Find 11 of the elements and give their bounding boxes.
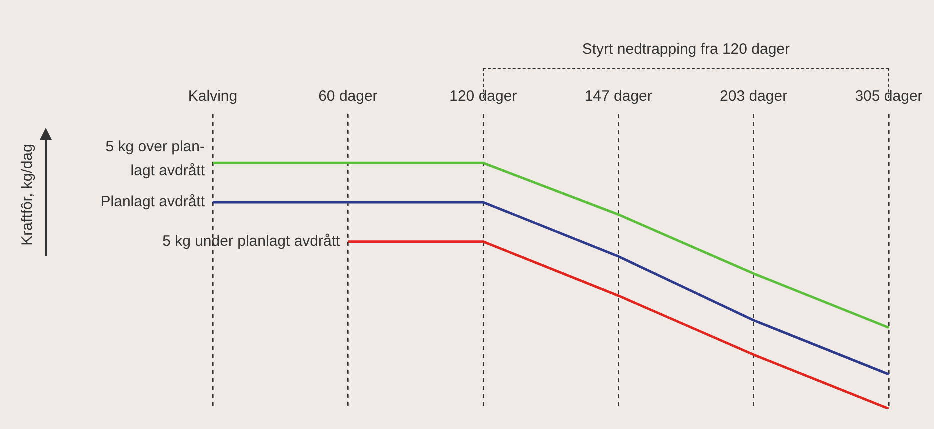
x-tick-label: 60 dager: [318, 88, 378, 106]
series-label: 5 kg over plan- lagt avdrått: [106, 138, 206, 180]
text: Styrt nedtrapping fra 120 dager: [582, 41, 790, 58]
x-tick-label: 120 dager: [450, 88, 518, 106]
x-tick-label: 147 dager: [584, 88, 652, 106]
x-tick-label: Kalving: [188, 88, 238, 106]
x-tick-label: 203 dager: [720, 88, 788, 106]
series-label: Planlagt avdrått: [100, 194, 206, 211]
text: Kraftfôr, kg/dag: [19, 144, 36, 246]
x-tick-label: 305 dager: [855, 88, 923, 106]
series-label: 5 kg under planlagt avdrått: [162, 232, 342, 250]
